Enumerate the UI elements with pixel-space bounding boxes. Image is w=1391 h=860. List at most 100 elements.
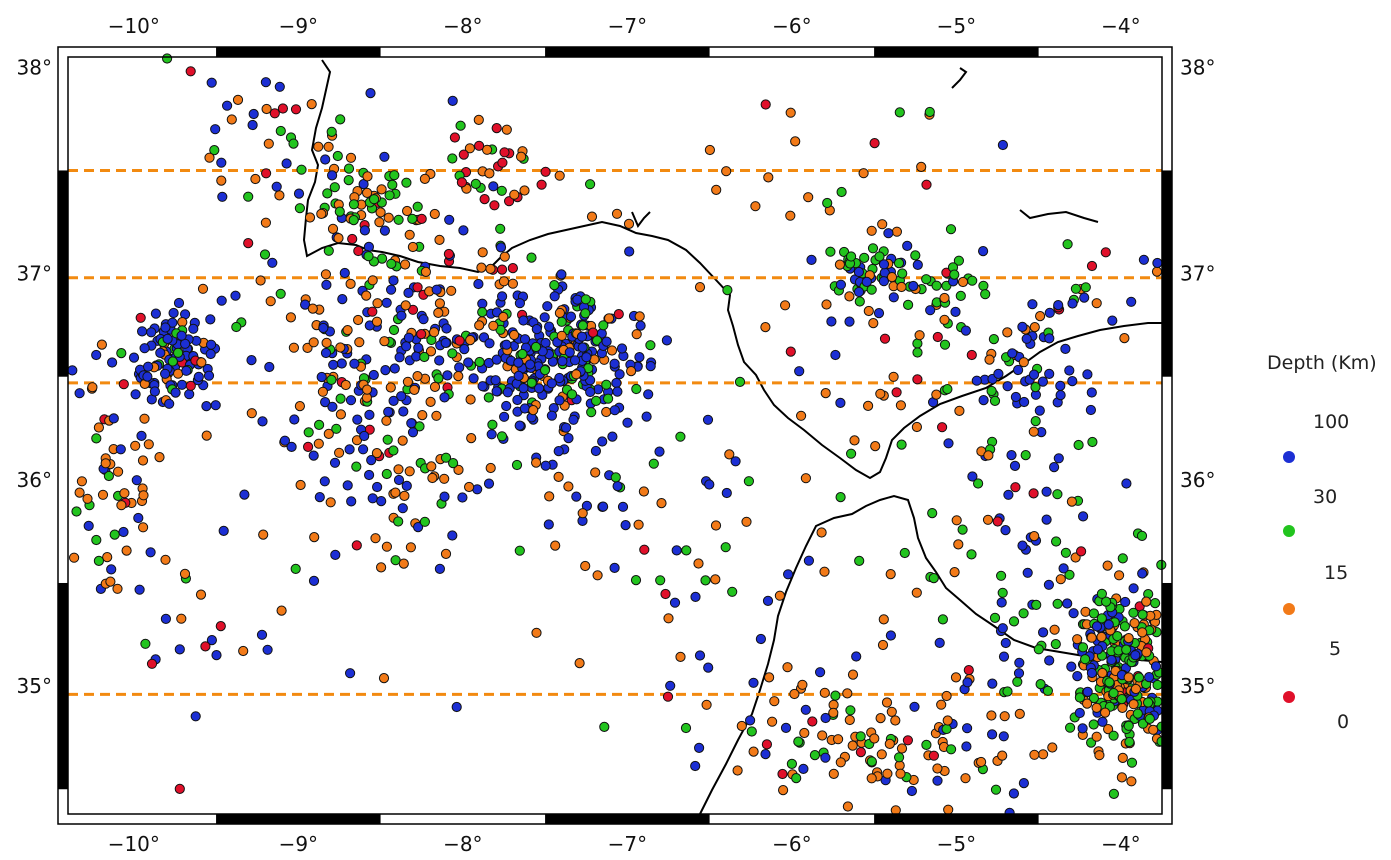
- earthquake-point: [722, 285, 733, 296]
- earthquake-point: [1096, 631, 1107, 643]
- earthquake-point: [499, 251, 510, 262]
- frame-bar-bottom: [874, 814, 1039, 824]
- earthquake-point: [638, 486, 650, 497]
- earthquake-point: [1055, 390, 1066, 401]
- earthquake-point: [886, 706, 897, 717]
- earthquake-point: [509, 189, 520, 200]
- earthquake-point: [320, 397, 331, 408]
- earthquake-point: [563, 433, 574, 444]
- y-tick-label-right: 35°: [1180, 674, 1215, 698]
- earthquake-point: [859, 252, 870, 263]
- earthquake-point: [134, 584, 145, 595]
- earthquake-point: [376, 496, 387, 507]
- earthquake-point: [290, 104, 302, 115]
- coastline-layer: [302, 59, 1163, 815]
- earthquake-point: [1137, 718, 1149, 729]
- earthquake-point: [267, 257, 278, 268]
- earthquake-point: [281, 158, 292, 169]
- earthquake-point: [201, 430, 212, 441]
- earthquake-point: [479, 194, 490, 205]
- earthquake-point: [255, 275, 266, 286]
- earthquake-point: [1121, 478, 1132, 489]
- earthquake-point: [1055, 574, 1066, 585]
- earthquake-point: [710, 520, 722, 531]
- earthquake-point: [398, 406, 409, 417]
- earthquake-point: [1114, 570, 1125, 581]
- earthquake-point: [556, 330, 567, 341]
- earthquake-point: [1078, 511, 1089, 522]
- earthquake-point: [491, 386, 502, 397]
- earthquake-point: [307, 303, 318, 314]
- earthquake-point: [176, 379, 188, 390]
- earthquake-point: [1077, 723, 1088, 734]
- earthquake-point: [996, 597, 1007, 608]
- earthquake-point: [830, 690, 841, 701]
- earthquake-point: [835, 279, 847, 290]
- earthquake-point: [1018, 778, 1030, 789]
- earthquake-point: [326, 374, 337, 385]
- earthquake-point: [337, 294, 348, 305]
- earthquake-point: [328, 359, 339, 370]
- earthquake-point: [798, 763, 809, 775]
- earthquake-point: [459, 344, 470, 355]
- earthquake-point: [1041, 486, 1052, 497]
- earthquake-point: [362, 384, 373, 395]
- earthquake-point: [866, 284, 877, 295]
- earthquake-point: [370, 533, 381, 544]
- earthquake-point: [246, 355, 257, 366]
- earthquake-point: [780, 300, 791, 311]
- earthquake-point: [501, 400, 512, 412]
- earthquake-point: [455, 120, 466, 131]
- earthquake-point: [1123, 633, 1134, 644]
- earthquake-point: [897, 268, 908, 279]
- earthquake-point: [828, 707, 839, 718]
- earthquake-point: [875, 388, 886, 399]
- earthquake-point: [1050, 639, 1061, 650]
- earthquake-point: [383, 406, 394, 417]
- earthquake-point: [440, 337, 451, 348]
- earthquake-point: [1038, 627, 1049, 638]
- earthquake-point: [635, 320, 646, 331]
- earthquake-point: [1041, 514, 1052, 525]
- earthquake-point: [211, 650, 222, 661]
- y-tick-label-left: 38°: [17, 55, 52, 79]
- earthquake-point: [990, 784, 1002, 795]
- earthquake-point: [261, 103, 272, 115]
- earthquake-point: [564, 347, 575, 358]
- earthquake-point: [407, 304, 419, 315]
- earthquake-point: [539, 365, 551, 376]
- earthquake-point: [375, 207, 386, 218]
- earthquake-point: [1132, 708, 1143, 719]
- earthquake-point: [100, 458, 111, 469]
- earthquake-point: [675, 651, 686, 663]
- earthquake-point: [332, 150, 343, 162]
- earthquake-point: [1100, 247, 1111, 258]
- earthquake-point: [1017, 321, 1028, 332]
- earthquake-point: [82, 493, 93, 504]
- earthquake-point: [264, 361, 275, 373]
- earthquake-point: [1068, 608, 1079, 619]
- earthquake-point: [1096, 613, 1107, 624]
- earthquake-point: [1064, 569, 1075, 580]
- earthquake-point: [877, 639, 889, 651]
- earthquake-point: [374, 217, 385, 228]
- iberia-coastline: [302, 59, 1162, 480]
- earthquake-point: [748, 677, 759, 688]
- earthquake-point: [325, 497, 336, 508]
- earthquake-point: [937, 614, 949, 625]
- earthquake-point: [474, 356, 485, 368]
- earthquake-point: [1086, 387, 1097, 398]
- earthquake-point: [1141, 647, 1152, 658]
- earthquake-point: [314, 492, 325, 503]
- earthquake-point: [1067, 376, 1078, 387]
- earthquake-point: [821, 299, 832, 310]
- earthquake-point: [854, 296, 865, 307]
- earthquake-point: [704, 144, 716, 156]
- earthquake-point: [366, 455, 377, 466]
- earthquake-point: [861, 276, 872, 287]
- earthquake-point: [345, 395, 357, 406]
- earthquake-point: [354, 337, 365, 348]
- earthquake-point: [1103, 724, 1114, 735]
- earthquake-point: [1117, 553, 1128, 564]
- earthquake-point: [496, 431, 508, 442]
